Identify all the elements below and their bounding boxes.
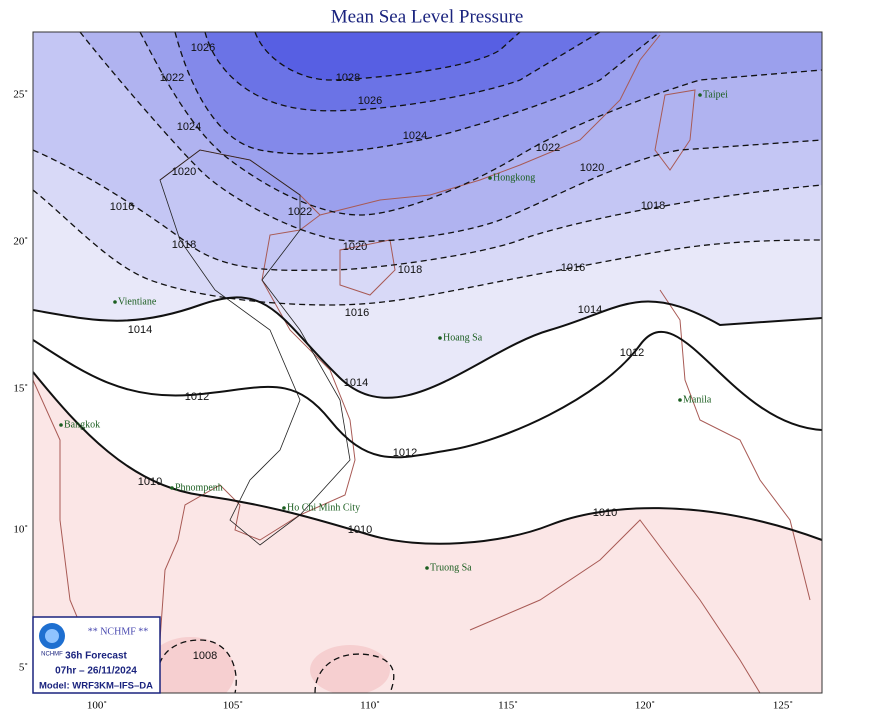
place-label: Manila (683, 394, 712, 405)
place-label: Hongkong (493, 172, 535, 183)
place-dot (170, 486, 174, 490)
lon-tick-label: 100˚ (87, 700, 107, 712)
isobar-label: 1010 (593, 507, 617, 519)
lat-tick-label: 15˚ (13, 383, 28, 395)
place-label: Vientiane (118, 296, 157, 307)
place-dot (698, 93, 702, 97)
isobar-label: 1010 (138, 476, 162, 488)
isobar-label: 1022 (288, 206, 312, 218)
isobar-label: 1014 (344, 377, 368, 389)
title: Mean Sea Level Pressure (331, 6, 524, 27)
logo-box: ** NCHMF ** NCHMF 36h Forecast 07hr – 26… (32, 616, 161, 694)
isobar-label: 1026 (191, 42, 215, 54)
isobar-label: 1020 (343, 241, 367, 253)
lat-tick-label: 20˚ (13, 236, 28, 248)
isobar-label: 1016 (345, 307, 369, 319)
place-dot (425, 566, 429, 570)
isobar-label: 1016 (561, 262, 585, 274)
place-dot (282, 506, 286, 510)
isobar-label: 1014 (128, 324, 152, 336)
agency: ** NCHMF ** (88, 626, 149, 637)
place-dot (488, 176, 492, 180)
isobar-label: 1012 (185, 391, 209, 403)
isobar-label: 1020 (172, 166, 196, 178)
place-dot (438, 336, 442, 340)
place-dot (678, 398, 682, 402)
place-label: Bangkok (64, 419, 100, 430)
isobar-label: 1024 (403, 130, 427, 142)
place-label: Ho Chi Minh City (287, 502, 360, 513)
isobar-label: 1022 (536, 142, 560, 154)
isobar-label: 1014 (578, 304, 602, 316)
logo-mark: NCHMF (41, 652, 63, 658)
isobar-label: 1026 (358, 95, 382, 107)
place-label: Truong Sa (430, 562, 472, 573)
isobar-label: 1010 (348, 524, 372, 536)
model: Model: WRF3KM–IFS–DA (39, 681, 153, 692)
lat-tick-label: 10˚ (13, 524, 28, 536)
lat-tick-label: 25˚ (13, 89, 28, 101)
lat-tick-label: 5˚ (19, 662, 28, 674)
pressure-field (33, 32, 822, 693)
isobar-label: 1008 (193, 650, 217, 662)
valid-time: 07hr – 26/11/2024 (55, 666, 137, 677)
isobar-label: 1018 (398, 264, 422, 276)
place-label: Phnompenh (175, 482, 223, 493)
forecast: 36h Forecast (65, 651, 127, 662)
lon-tick-label: 105˚ (223, 700, 243, 712)
isobar-label: 1018 (641, 200, 665, 212)
place-label: Taipei (703, 89, 728, 100)
lon-tick-label: 125˚ (773, 700, 793, 712)
isobar-label: 1024 (177, 121, 201, 133)
labels: 100˚ 105˚ 110˚ 115˚ 120˚ 125˚ 25˚ 20˚ 15˚ 10˚ 5˚ Ta… (13, 42, 793, 712)
lon-tick-label: 115˚ (498, 700, 518, 712)
isobar-label: 1020 (580, 162, 604, 174)
place-dot (59, 423, 63, 427)
lon-tick-label: 110˚ (360, 700, 380, 712)
isobar-label: 1018 (172, 239, 196, 251)
place-label: Hoang Sa (443, 332, 483, 343)
map-frame (32, 31, 823, 694)
lon-tick-label: 120˚ (635, 700, 655, 712)
isobar-label: 1022 (160, 72, 184, 84)
isobar-label: 1012 (393, 447, 417, 459)
isobar-label: 1016 (110, 201, 134, 213)
place-dot (113, 300, 117, 304)
isobar-label: 1012 (620, 347, 644, 359)
isobar-label: 1028 (336, 72, 360, 84)
